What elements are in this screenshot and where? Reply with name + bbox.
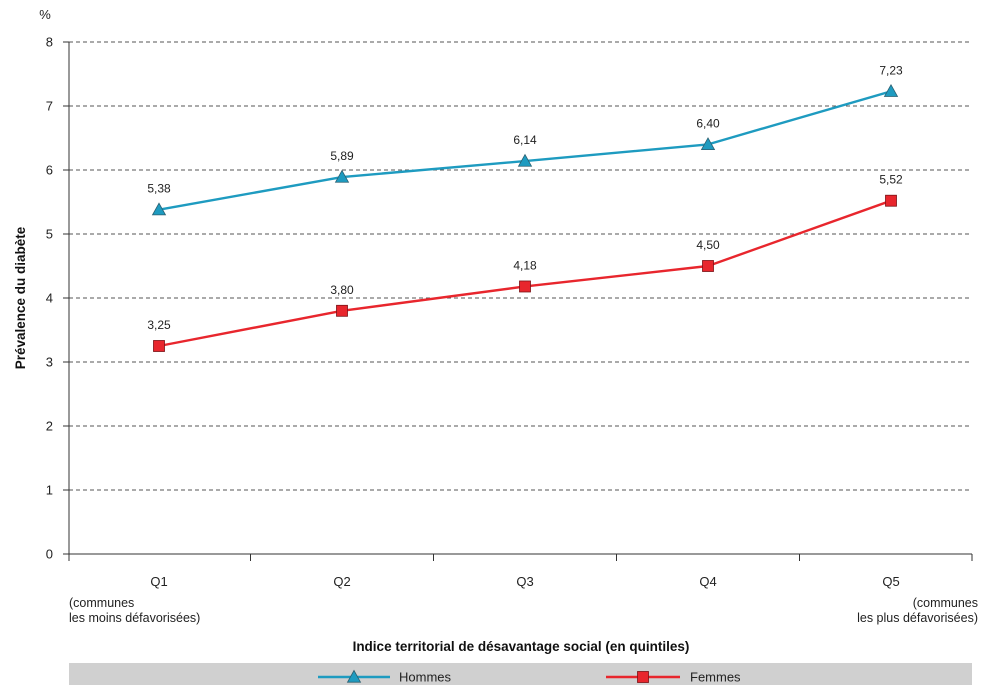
triangle-marker <box>151 202 167 216</box>
y-tick-label: 7 <box>46 99 53 114</box>
y-tick-label: 0 <box>46 547 53 562</box>
square-marker <box>519 280 531 293</box>
data-label: 4,50 <box>696 238 720 252</box>
x-category-label: Q5 <box>882 574 899 589</box>
series-layer <box>151 83 899 352</box>
triangle-marker <box>700 137 716 151</box>
y-tick-label: 3 <box>46 355 53 370</box>
x-category-note-last: les plus défavorisées) <box>857 611 978 625</box>
data-label: 5,52 <box>879 173 903 187</box>
square-marker <box>336 304 348 317</box>
grid-layer <box>69 41 972 491</box>
square-marker <box>153 340 165 352</box>
legend-background <box>69 663 972 685</box>
data-label: 6,14 <box>513 133 537 147</box>
legend-marker-hommes <box>346 669 362 683</box>
legend-label-femmes: Femmes <box>690 670 741 685</box>
x-category-note-last: (communes <box>913 596 978 610</box>
legend-marker-femmes <box>637 671 649 683</box>
legend-label-hommes: Hommes <box>399 670 452 685</box>
x-category-label: Q1 <box>150 574 167 589</box>
series-line-hommes <box>158 90 892 211</box>
data-label: 6,40 <box>696 116 720 130</box>
y-tick-label: 2 <box>46 419 53 434</box>
triangle-marker <box>883 83 899 97</box>
data-label: 7,23 <box>879 63 903 77</box>
triangle-marker <box>517 153 533 167</box>
y-tick-label: 4 <box>46 291 53 306</box>
x-category-label: Q2 <box>333 574 350 589</box>
y-tick-label: 6 <box>46 163 53 178</box>
data-label: 3,25 <box>147 318 171 332</box>
square-marker <box>885 194 897 207</box>
x-category-note-first: les moins défavorisées) <box>69 611 200 625</box>
label-layer: 5,38 5,89 6,14 6,40 7,23 3,25 3,80 4,18 4,50 5,52 <box>147 63 903 332</box>
data-label: 5,89 <box>330 149 354 163</box>
x-category-note-first: (communes <box>69 596 134 610</box>
legend-layer: Hommes Femmes <box>69 663 972 685</box>
triangle-marker <box>334 169 350 183</box>
y-axis-title: Prévalence du diabète <box>13 226 28 369</box>
x-category-label: Q3 <box>516 574 533 589</box>
x-category-label: Q4 <box>699 574 716 589</box>
data-label: 4,18 <box>513 258 537 272</box>
data-label: 3,80 <box>330 283 354 297</box>
y-tick-label: 5 <box>46 227 53 242</box>
x-axis-title: Indice territorial de désavantage social… <box>353 639 690 654</box>
y-tick-label: 1 <box>46 483 53 498</box>
series-line-femmes <box>158 199 892 348</box>
data-label: 5,38 <box>147 182 171 196</box>
y-tick-label: 8 <box>46 35 53 50</box>
y-unit-label: % <box>39 7 51 22</box>
square-marker <box>702 260 714 272</box>
